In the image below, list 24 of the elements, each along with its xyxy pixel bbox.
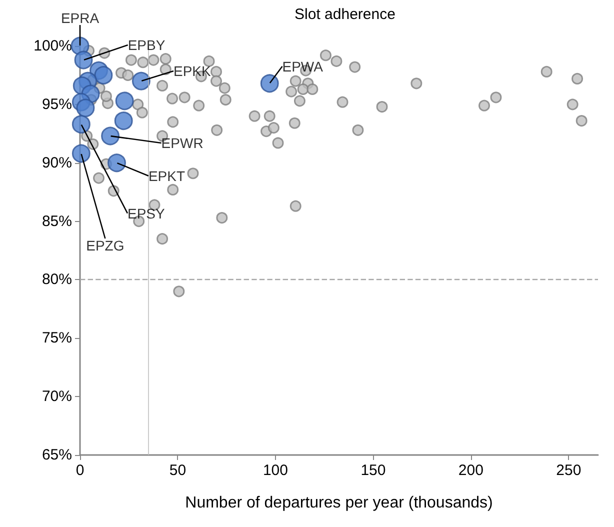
annotation: EPBY	[128, 37, 166, 54]
annotation: EPWR	[161, 134, 204, 151]
x-tick-label: 150	[360, 462, 386, 479]
x-tick-label: 0	[76, 462, 84, 479]
y-tick-label: 95%	[42, 96, 72, 113]
annotation: EPKK	[174, 63, 212, 80]
annotation: EPZG	[86, 238, 124, 254]
annotation: EPKT	[148, 168, 186, 184]
annotation: EPSY	[127, 205, 166, 222]
x-tick-label: 50	[169, 462, 186, 479]
annotation: EPWA	[282, 58, 324, 74]
y-tick-label: 75%	[42, 330, 72, 347]
y-tick-label: 65%	[42, 446, 72, 464]
y-tick-label: 90%	[42, 154, 72, 172]
x-tick-label: 200	[458, 462, 484, 479]
y-tick-label: 80%	[42, 271, 72, 288]
x-tick-label: 100	[262, 462, 288, 479]
annotation: EPRA	[60, 10, 100, 26]
x-axis-title: Number of departures per year (thousands)	[185, 494, 493, 512]
chart-title: Slot adherence	[294, 6, 396, 23]
y-tick-label: 100%	[34, 38, 72, 54]
y-tick-label: 70%	[42, 388, 72, 406]
y-tick-label: 85%	[42, 212, 72, 230]
x-tick-label: 250	[556, 462, 582, 479]
